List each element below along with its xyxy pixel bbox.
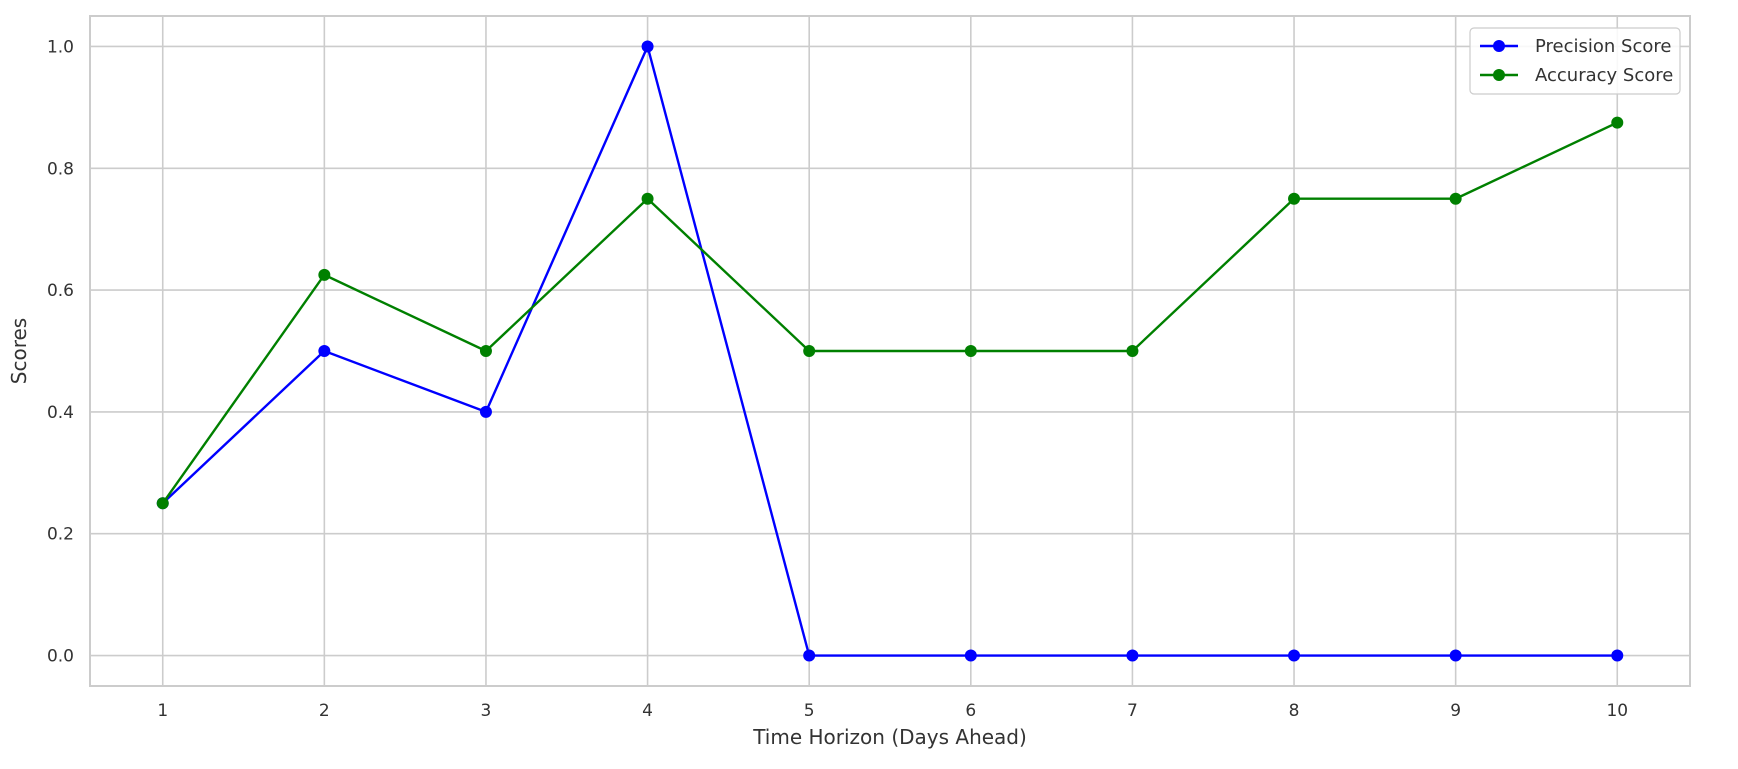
legend-label: Precision Score — [1535, 36, 1671, 57]
data-point — [1611, 116, 1624, 129]
x-tick-label: 6 — [965, 701, 976, 721]
data-point — [1126, 345, 1139, 357]
x-tick-label: 1 — [157, 701, 168, 721]
data-point — [479, 405, 492, 418]
x-tick-label: 3 — [481, 701, 492, 721]
y-tick-label: 0.0 — [47, 647, 74, 667]
data-point — [318, 345, 331, 357]
y-tick-label: 0.4 — [47, 403, 74, 423]
y-tick-labels: 0.0 0.2 0.4 0.6 0.8 1.0 — [47, 37, 74, 666]
y-tick-label: 0.6 — [47, 281, 74, 301]
data-point — [318, 268, 331, 281]
legend-swatch-marker — [1493, 69, 1505, 81]
x-tick-labels: 1 2 3 4 5 6 7 8 9 10 — [157, 701, 1628, 721]
plot-frame — [89, 15, 1691, 687]
series-line — [161, 121, 1618, 504]
legend-item-precision-score: Precision Score — [1480, 36, 1671, 57]
data-point — [156, 497, 169, 510]
series — [156, 40, 1624, 662]
legend-swatch-marker — [1493, 40, 1505, 52]
x-tick-label: 7 — [1127, 701, 1138, 721]
legend-box — [1469, 27, 1681, 95]
data-point — [1288, 649, 1301, 662]
x-axis-label: Time Horizon (Days Ahead) — [752, 725, 1027, 749]
data-point — [479, 345, 492, 357]
data-point — [1449, 192, 1462, 205]
data-point — [1288, 192, 1301, 205]
series-accuracy-score — [156, 116, 1624, 510]
data-point — [1449, 649, 1462, 662]
legend-label: Accuracy Score — [1535, 65, 1673, 86]
x-tick-label: 4 — [642, 701, 653, 721]
y-tick-label: 1.0 — [47, 37, 74, 57]
data-point — [803, 649, 816, 662]
data-point — [1611, 649, 1624, 662]
series-precision-score — [156, 40, 1624, 662]
legend-item-accuracy-score: Accuracy Score — [1480, 65, 1673, 86]
x-tick-label: 8 — [1289, 701, 1300, 721]
x-tick-label: 5 — [804, 701, 815, 721]
data-point — [964, 649, 977, 662]
series-line — [161, 45, 1618, 657]
x-tick-label: 10 — [1606, 701, 1628, 721]
data-point — [641, 192, 654, 205]
data-point — [1126, 649, 1139, 662]
data-point — [641, 40, 654, 53]
y-tick-label: 0.8 — [47, 159, 74, 179]
x-tick-label: 9 — [1450, 701, 1461, 721]
data-point — [803, 345, 816, 357]
legend: Precision Score Accuracy Score — [1469, 27, 1681, 95]
data-point — [964, 345, 977, 357]
x-tick-label: 2 — [319, 701, 330, 721]
y-axis-label: Scores — [7, 318, 31, 384]
y-tick-label: 0.2 — [47, 525, 74, 545]
